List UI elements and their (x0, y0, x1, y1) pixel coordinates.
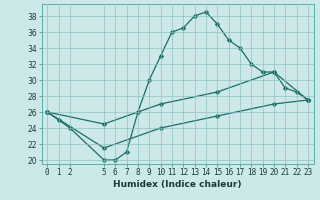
X-axis label: Humidex (Indice chaleur): Humidex (Indice chaleur) (113, 180, 242, 189)
